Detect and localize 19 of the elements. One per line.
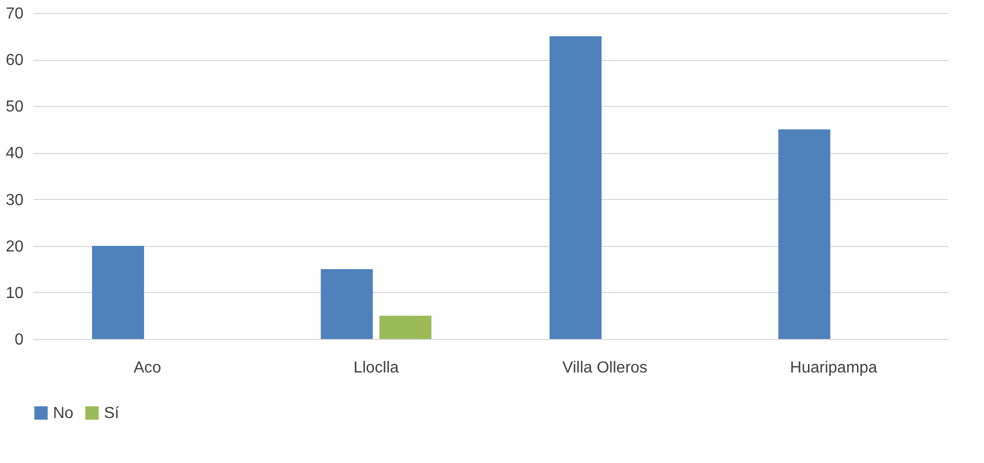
y-tick-label: 70 — [6, 6, 24, 22]
bar — [379, 316, 432, 339]
x-tick-label: Aco — [134, 360, 162, 376]
bar — [92, 246, 144, 339]
y-tick-label: 40 — [6, 145, 24, 162]
y-tick-label: 20 — [6, 238, 24, 256]
y-tick-label: 0 — [14, 332, 24, 348]
y-tick-label: 30 — [6, 192, 24, 209]
legend-label: No — [53, 405, 74, 422]
bar — [550, 36, 602, 339]
x-tick-label: Lloclla — [353, 360, 399, 376]
legend-label: Sí — [104, 405, 120, 422]
bar — [320, 269, 373, 339]
y-tick-label: 60 — [6, 52, 24, 70]
y-tick-label: 10 — [6, 284, 24, 302]
y-tick-label: 50 — [6, 98, 24, 116]
x-tick-label: Villa Olleros — [562, 360, 648, 376]
bar — [778, 129, 830, 339]
x-tick-label: Huaripampa — [790, 360, 878, 376]
